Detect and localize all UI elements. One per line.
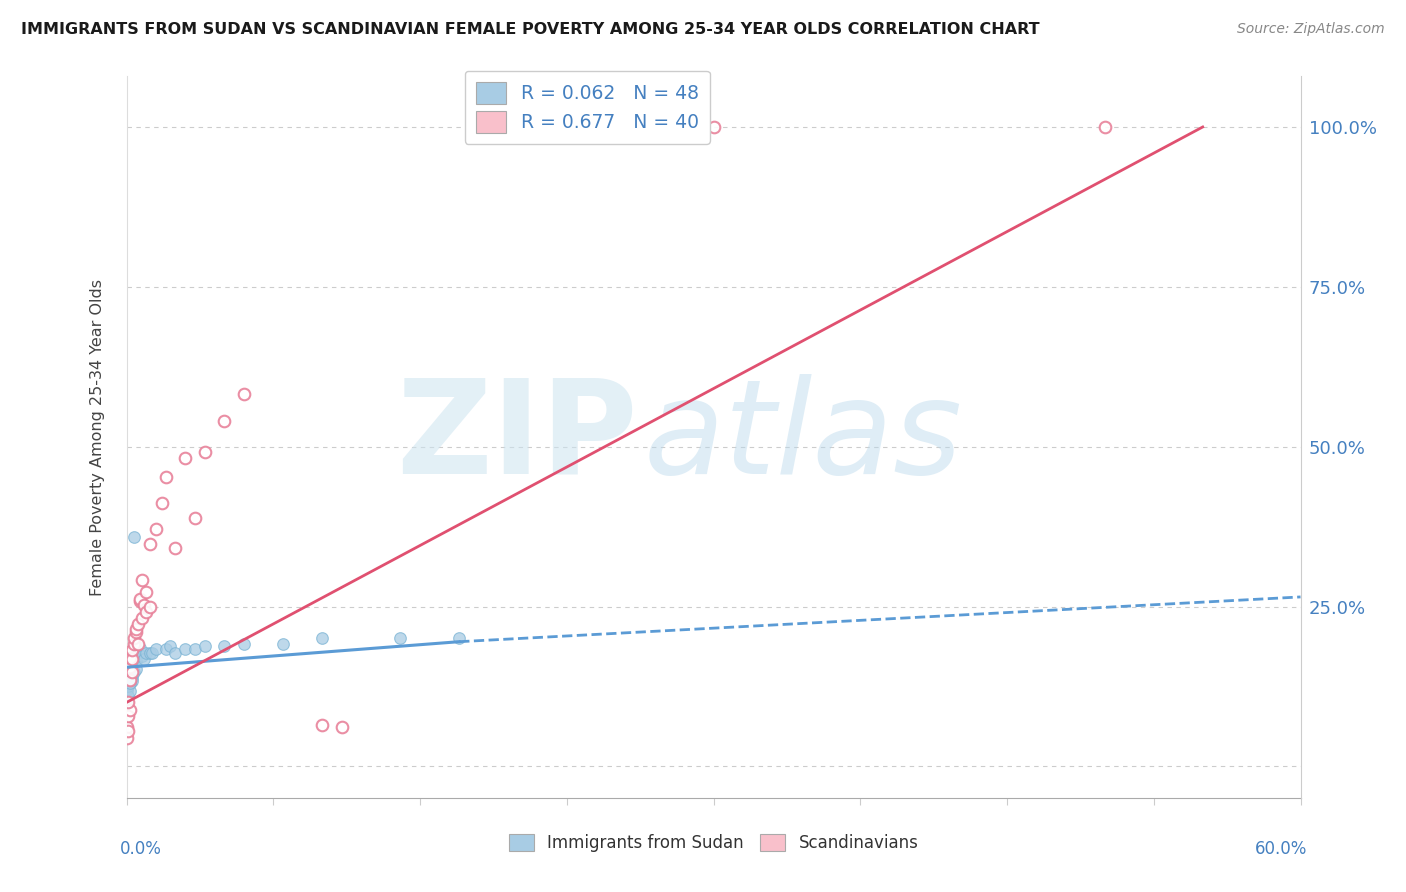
- Point: [135, 646, 157, 660]
- Point: [184, 511, 207, 525]
- Point: [1094, 120, 1116, 134]
- Point: [232, 637, 256, 651]
- Point: [271, 637, 294, 651]
- Text: ZIP: ZIP: [395, 374, 637, 500]
- Point: [117, 668, 139, 682]
- Point: [127, 617, 149, 632]
- Point: [139, 537, 162, 551]
- Point: [115, 720, 138, 734]
- Point: [117, 664, 139, 678]
- Point: [129, 641, 152, 656]
- Point: [117, 709, 139, 723]
- Point: [121, 673, 143, 688]
- Point: [121, 643, 143, 657]
- Point: [117, 689, 139, 703]
- Point: [214, 414, 236, 428]
- Point: [155, 642, 177, 657]
- Point: [125, 661, 148, 675]
- Point: [121, 665, 143, 679]
- Point: [121, 671, 143, 685]
- Point: [117, 695, 139, 709]
- Point: [139, 646, 162, 660]
- Point: [194, 639, 217, 653]
- Point: [131, 573, 153, 587]
- Point: [115, 731, 138, 745]
- Point: [121, 654, 143, 668]
- Point: [124, 665, 146, 679]
- Point: [141, 646, 163, 660]
- Point: [184, 642, 207, 657]
- Point: [120, 676, 142, 690]
- Point: [120, 684, 142, 698]
- Point: [121, 652, 143, 666]
- Point: [330, 720, 353, 734]
- Point: [150, 496, 173, 510]
- Point: [134, 652, 156, 666]
- Point: [139, 599, 162, 614]
- Point: [115, 674, 138, 689]
- Point: [127, 637, 149, 651]
- Point: [121, 665, 143, 679]
- Point: [145, 522, 167, 536]
- Point: [115, 682, 138, 697]
- Point: [127, 646, 149, 660]
- Text: 0.0%: 0.0%: [120, 840, 162, 858]
- Point: [389, 632, 412, 646]
- Point: [124, 637, 146, 651]
- Text: IMMIGRANTS FROM SUDAN VS SCANDINAVIAN FEMALE POVERTY AMONG 25-34 YEAR OLDS CORRE: IMMIGRANTS FROM SUDAN VS SCANDINAVIAN FE…: [21, 22, 1039, 37]
- Point: [115, 660, 138, 674]
- Point: [125, 654, 148, 668]
- Point: [131, 611, 153, 625]
- Point: [145, 642, 167, 657]
- Point: [120, 650, 142, 665]
- Point: [115, 670, 138, 684]
- Point: [131, 649, 153, 664]
- Point: [115, 665, 138, 679]
- Point: [120, 660, 142, 674]
- Point: [165, 646, 187, 660]
- Point: [120, 666, 142, 681]
- Point: [124, 632, 146, 646]
- Point: [449, 632, 471, 646]
- Point: [125, 625, 148, 640]
- Point: [232, 387, 256, 401]
- Point: [311, 632, 333, 646]
- Point: [115, 695, 138, 709]
- Y-axis label: Female Poverty Among 25-34 Year Olds: Female Poverty Among 25-34 Year Olds: [90, 278, 105, 596]
- Point: [124, 649, 146, 664]
- Point: [129, 591, 152, 606]
- Text: atlas: atlas: [643, 374, 962, 500]
- Point: [120, 676, 142, 690]
- Point: [120, 703, 142, 717]
- Point: [117, 724, 139, 739]
- Point: [117, 680, 139, 694]
- Point: [134, 599, 156, 613]
- Legend: Immigrants from Sudan, Scandinavians: Immigrants from Sudan, Scandinavians: [502, 827, 925, 859]
- Point: [117, 658, 139, 673]
- Point: [165, 541, 187, 555]
- Point: [311, 718, 333, 732]
- Point: [125, 622, 148, 636]
- Point: [194, 444, 217, 458]
- Point: [121, 668, 143, 682]
- Point: [129, 594, 152, 608]
- Text: 60.0%: 60.0%: [1256, 840, 1308, 858]
- Point: [135, 605, 157, 619]
- Point: [120, 673, 142, 687]
- Text: Source: ZipAtlas.com: Source: ZipAtlas.com: [1237, 22, 1385, 37]
- Point: [155, 470, 177, 484]
- Point: [702, 120, 725, 134]
- Point: [117, 656, 139, 670]
- Point: [214, 639, 236, 653]
- Point: [120, 661, 142, 675]
- Point: [135, 585, 157, 599]
- Point: [174, 642, 197, 657]
- Point: [159, 639, 181, 653]
- Point: [124, 531, 146, 545]
- Point: [120, 673, 142, 687]
- Point: [174, 451, 197, 466]
